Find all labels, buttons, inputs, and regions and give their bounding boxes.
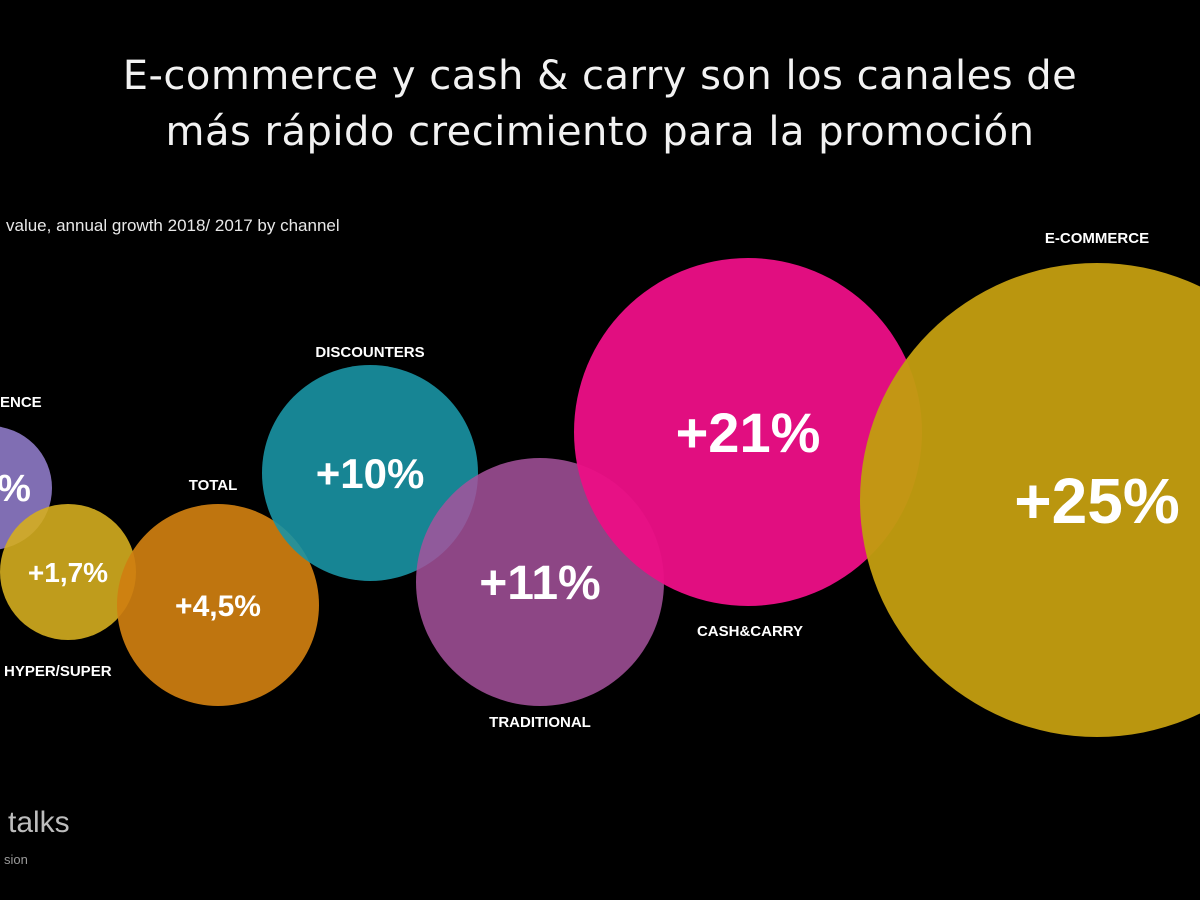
- bubble-value-total: +4,5%: [175, 590, 261, 623]
- bubble-value-traditional: +11%: [479, 557, 600, 610]
- bubble-e-commerce: [860, 263, 1200, 737]
- bubble-value-ence: %: [0, 468, 31, 510]
- brand-logo-subtext: sion: [4, 852, 28, 867]
- chart-title-line-2: más rápido crecimiento para la promoción: [165, 109, 1035, 155]
- bubble-name-discounters: DISCOUNTERS: [315, 344, 424, 361]
- bubble-value-cash-carry: +21%: [676, 401, 821, 464]
- bubble-name-cash-carry: CASH&CARRY: [697, 623, 803, 640]
- bubble-discounters: [262, 365, 478, 581]
- chart-title: E-commerce y cash & carry son los canale…: [0, 48, 1200, 160]
- bubble-cash-carry: [574, 258, 922, 606]
- brand-logo-text: talks: [8, 806, 70, 839]
- chart-title-line-1: E-commerce y cash & carry son los canale…: [122, 53, 1078, 99]
- bubble-value-e-commerce: +25%: [1014, 465, 1179, 537]
- bubble-hyper-super: [0, 504, 136, 640]
- bubble-value-hyper-super: +1,7%: [28, 557, 108, 588]
- bubble-name-ence: ENCE: [0, 394, 42, 411]
- bubble-name-traditional: TRADITIONAL: [489, 714, 591, 731]
- bubble-name-e-commerce: E-COMMERCE: [1045, 230, 1149, 247]
- bubble-name-total: TOTAL: [189, 477, 238, 494]
- bubble-value-discounters: +10%: [316, 450, 425, 497]
- bubble-name-hyper-super: HYPER/SUPER: [4, 663, 112, 680]
- chart-subtitle: value, annual growth 2018/ 2017 by chann…: [6, 216, 340, 235]
- bubble-total: [117, 504, 319, 706]
